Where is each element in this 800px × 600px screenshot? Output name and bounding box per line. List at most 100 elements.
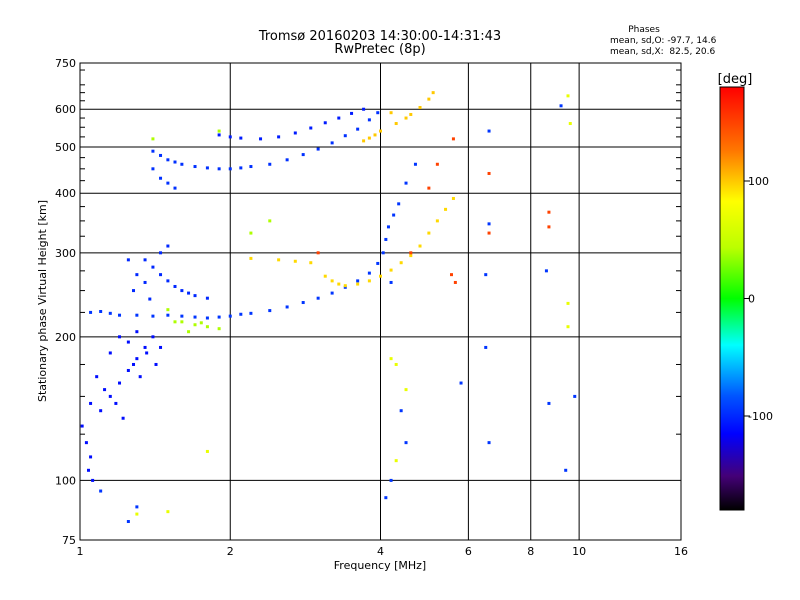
grid-lines	[80, 63, 681, 540]
data-point	[404, 441, 408, 445]
data-point	[173, 186, 177, 190]
data-point	[316, 251, 320, 255]
data-point	[151, 149, 155, 153]
data-point	[143, 258, 147, 262]
data-point	[126, 368, 130, 372]
data-point	[404, 116, 408, 120]
data-point	[118, 381, 122, 385]
data-point	[99, 409, 103, 413]
data-point	[367, 136, 371, 140]
data-point	[484, 273, 488, 277]
data-point	[389, 478, 393, 482]
data-point	[180, 289, 184, 293]
data-point	[394, 459, 398, 463]
data-point	[389, 268, 393, 272]
data-point	[343, 284, 347, 288]
data-point	[293, 131, 297, 135]
phase-stats-heading: Phases	[628, 25, 660, 35]
data-point	[145, 351, 149, 355]
data-point	[453, 280, 457, 284]
data-point	[323, 121, 327, 125]
data-point	[285, 305, 289, 309]
data-point	[193, 323, 197, 327]
data-point	[159, 273, 163, 277]
y-axis-label: Stationary phase Virtual Height [km]	[36, 200, 49, 402]
data-point	[316, 296, 320, 300]
data-point	[451, 196, 455, 200]
data-point	[84, 441, 88, 445]
data-point	[356, 282, 360, 286]
data-point	[135, 357, 139, 361]
data-point	[268, 309, 272, 313]
y-tick-label: 300	[55, 247, 76, 260]
data-point	[362, 139, 366, 143]
data-point	[180, 314, 184, 318]
data-point	[249, 231, 253, 235]
data-point	[166, 510, 170, 514]
data-point	[217, 327, 221, 331]
data-point	[301, 301, 305, 305]
data-point	[135, 330, 139, 334]
data-point	[239, 166, 243, 170]
data-point	[367, 118, 371, 122]
data-point	[193, 294, 197, 298]
data-point	[118, 313, 122, 317]
data-point	[564, 468, 568, 472]
data-point	[409, 112, 413, 116]
data-point	[337, 116, 341, 120]
data-point	[379, 274, 382, 278]
data-point	[108, 311, 112, 315]
data-point	[89, 310, 93, 314]
data-point	[80, 424, 84, 428]
data-point	[132, 362, 136, 366]
data-point	[228, 167, 232, 171]
data-point	[205, 316, 209, 320]
chart-subtitle: RwPretec (8p)	[334, 42, 425, 57]
plot-frame	[79, 62, 682, 541]
data-point	[228, 314, 232, 318]
data-point	[301, 153, 305, 157]
data-point	[547, 210, 551, 214]
data-point	[193, 165, 197, 169]
data-point	[268, 162, 272, 166]
data-point	[435, 162, 439, 166]
data-point	[239, 312, 243, 316]
data-point	[151, 265, 155, 269]
data-point	[376, 111, 380, 115]
data-point	[151, 137, 155, 141]
x-tick-label: 10	[572, 545, 586, 558]
data-point	[459, 381, 463, 385]
data-point	[343, 285, 347, 289]
data-point	[126, 520, 130, 524]
data-point	[187, 291, 191, 295]
data-point	[138, 375, 142, 379]
data-point	[180, 320, 184, 324]
data-point	[392, 213, 396, 217]
data-point	[217, 133, 221, 137]
data-point	[427, 231, 431, 235]
data-point	[362, 107, 366, 111]
data-point	[187, 330, 191, 334]
data-point	[154, 362, 158, 366]
data-point	[205, 166, 209, 170]
data-point	[151, 314, 155, 318]
data-point	[91, 478, 95, 482]
data-point	[435, 219, 439, 223]
data-point	[87, 468, 91, 472]
data-point	[356, 127, 360, 131]
data-point	[249, 256, 253, 260]
x-tick-label: 1	[77, 545, 84, 558]
x-tick-label: 4	[377, 545, 384, 558]
data-point	[173, 320, 177, 324]
phase-stats-o: mean, sd,O: -97.7, 14.6	[610, 36, 717, 46]
y-tick-label: 75	[62, 534, 76, 547]
data-point	[367, 271, 371, 275]
data-point	[193, 315, 197, 319]
data-point	[118, 335, 122, 339]
x-tick-label: 6	[465, 545, 472, 558]
colorbar	[719, 86, 745, 511]
data-point	[166, 158, 170, 162]
data-point	[399, 409, 403, 413]
data-point	[159, 176, 163, 180]
data-point	[386, 225, 390, 229]
